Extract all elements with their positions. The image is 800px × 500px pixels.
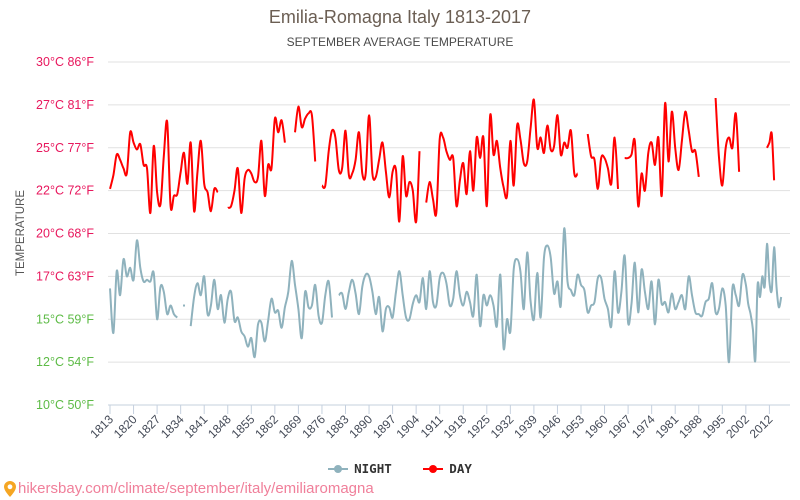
y-tick-label: 25°C 77°F <box>36 141 94 155</box>
x-tick-label: 1834 <box>158 412 187 441</box>
source-link[interactable]: hikersbay.com/climate/september/italy/em… <box>4 480 374 497</box>
x-tick-label: 1918 <box>441 412 470 441</box>
y-axis-ticks: 30°C 86°F 27°C 81°F 25°C 77°F 22°C 72°F 20°C… <box>36 55 94 412</box>
x-tick-label: 2002 <box>723 412 752 441</box>
x-tick-label: 1890 <box>346 412 375 441</box>
x-tick-label: 1897 <box>370 412 399 441</box>
x-tick-label: 1904 <box>393 412 422 441</box>
x-tick-label: 1995 <box>700 412 729 441</box>
x-tick-label: 1953 <box>558 412 587 441</box>
x-tick-label: 1988 <box>676 412 705 441</box>
day-series-line <box>624 102 700 208</box>
x-tick-label: 1925 <box>464 412 493 441</box>
x-tick-label: 1932 <box>488 412 517 441</box>
x-tick-label: 1841 <box>182 412 211 441</box>
x-axis: 1813182018271834184118481855186218691876… <box>87 405 776 441</box>
x-tick-label: 1981 <box>653 412 682 441</box>
night-series-line <box>189 259 333 359</box>
y-tick-label: 17°C 63°F <box>36 269 94 283</box>
day-series-line <box>321 114 421 224</box>
y-tick-label: 22°C 72°F <box>36 184 94 198</box>
x-tick-label: 1911 <box>418 412 446 440</box>
source-url: hikersbay.com/climate/september/italy/em… <box>18 480 374 497</box>
x-tick-label: 1883 <box>323 412 352 441</box>
day-series-line <box>294 105 317 162</box>
chart-title: Emilia-Romagna Italy 1813-2017 <box>268 7 532 27</box>
day-series-swatch-icon <box>423 463 444 475</box>
y-tick-label: 27°C 81°F <box>36 98 94 112</box>
x-tick-label: 1813 <box>87 412 116 441</box>
legend-label-day: DAY <box>449 461 472 476</box>
day-series-line <box>109 119 219 214</box>
x-tick-label: 1820 <box>111 412 140 441</box>
x-tick-label: 1946 <box>535 412 564 441</box>
y-axis-label: TEMPERATURE <box>15 190 27 276</box>
x-tick-label: 1862 <box>252 412 281 441</box>
legend: NIGHT DAY <box>0 461 800 478</box>
x-tick-label: 1848 <box>205 412 234 441</box>
x-tick-label: 1869 <box>276 412 305 441</box>
legend-label-night: NIGHT <box>354 461 392 476</box>
night-series-swatch-icon <box>328 463 349 475</box>
x-tick-label: 1939 <box>511 412 540 441</box>
y-tick-label: 12°C 54°F <box>36 355 94 369</box>
day-series-line <box>766 131 776 181</box>
grid-lines <box>108 61 790 406</box>
legend-item-night[interactable]: NIGHT <box>328 461 392 476</box>
x-tick-label: 1967 <box>605 412 634 441</box>
chart-subtitle: SEPTEMBER AVERAGE TEMPERATURE <box>286 35 514 49</box>
night-series-line <box>109 239 178 335</box>
x-tick-label: 1827 <box>134 412 163 441</box>
x-tick-label: 1855 <box>229 412 258 441</box>
legend-item-day[interactable]: DAY <box>423 461 472 476</box>
y-tick-label: 15°C 59°F <box>36 312 94 326</box>
x-tick-label: 1876 <box>299 412 328 441</box>
series-lines <box>109 97 783 364</box>
y-tick-label: 10°C 50°F <box>36 398 94 412</box>
day-series-line <box>425 98 579 217</box>
x-tick-label: 2012 <box>747 412 776 441</box>
y-tick-label: 20°C 68°F <box>36 227 94 241</box>
y-tick-label: 30°C 86°F <box>36 55 94 69</box>
day-series-line <box>586 133 619 190</box>
x-tick-label: 1960 <box>582 412 611 441</box>
night-series-line <box>338 227 783 364</box>
day-series-line <box>227 116 286 214</box>
map-pin-icon <box>4 480 16 497</box>
day-series-line <box>714 97 741 187</box>
x-tick-label: 1974 <box>629 412 658 441</box>
